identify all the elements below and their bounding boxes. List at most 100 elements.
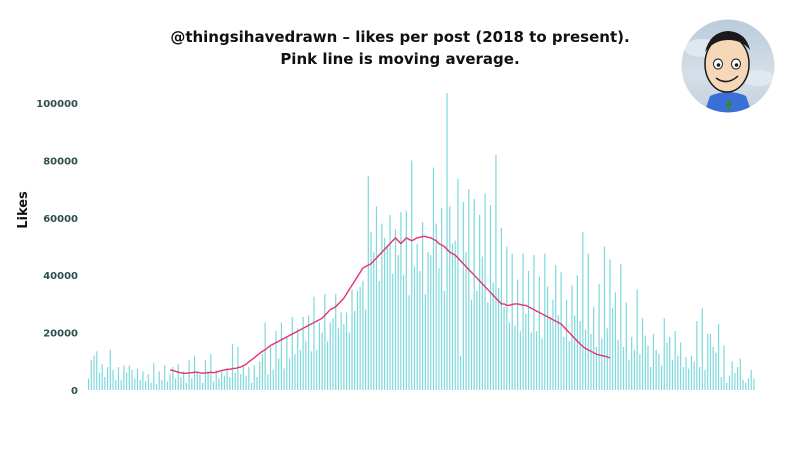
bar xyxy=(370,232,372,390)
bar xyxy=(747,378,750,390)
bar xyxy=(593,306,595,390)
y-tick-label: 80000 xyxy=(43,156,78,167)
bar xyxy=(405,210,407,391)
bar xyxy=(544,253,546,390)
bar xyxy=(652,334,655,390)
bar xyxy=(696,321,698,390)
bar xyxy=(590,334,592,390)
bar xyxy=(240,374,242,390)
bar xyxy=(736,367,739,390)
bar xyxy=(248,367,250,390)
bar xyxy=(633,349,636,390)
bar xyxy=(278,358,280,390)
bar xyxy=(641,318,644,390)
bar xyxy=(693,361,695,390)
bar xyxy=(299,349,302,390)
bar xyxy=(723,345,725,390)
bar xyxy=(530,332,532,390)
bar xyxy=(555,265,557,390)
bar xyxy=(565,299,568,390)
bar xyxy=(671,359,674,390)
bar xyxy=(98,372,101,390)
bar xyxy=(598,283,600,390)
bar xyxy=(88,378,90,390)
bar xyxy=(101,364,103,390)
bar xyxy=(316,349,318,390)
bar xyxy=(215,369,217,390)
bar xyxy=(313,296,315,390)
bar xyxy=(297,328,299,390)
bar xyxy=(587,253,589,390)
bar xyxy=(136,368,139,390)
chart-title: @thingsihavedrawn – likes per post (2018… xyxy=(150,26,650,70)
bar xyxy=(441,207,443,390)
bar xyxy=(489,204,492,390)
bar xyxy=(612,308,614,390)
bar xyxy=(595,346,598,390)
bar xyxy=(221,371,223,390)
bar xyxy=(579,321,581,390)
bar xyxy=(267,374,269,390)
avatar xyxy=(680,18,776,114)
bar xyxy=(199,374,201,390)
bar xyxy=(484,193,486,390)
bar xyxy=(261,354,264,391)
bar xyxy=(134,378,136,390)
bar xyxy=(427,252,429,390)
bar xyxy=(362,280,364,390)
bar xyxy=(291,316,293,390)
bar xyxy=(563,336,565,390)
bar xyxy=(538,276,540,390)
bar xyxy=(606,328,608,390)
bar xyxy=(506,246,508,390)
bar xyxy=(212,381,215,390)
bar xyxy=(107,367,109,390)
bar xyxy=(234,372,236,390)
bar xyxy=(739,358,741,390)
bar xyxy=(660,365,663,390)
bar xyxy=(411,160,413,390)
bar xyxy=(340,312,342,390)
bar xyxy=(286,336,288,390)
bar xyxy=(527,270,530,390)
bar xyxy=(647,345,649,390)
bar xyxy=(318,322,321,390)
bar xyxy=(226,368,228,390)
bar xyxy=(568,341,570,390)
y-tick-label: 20000 xyxy=(43,329,78,340)
bar xyxy=(394,229,397,390)
bar xyxy=(533,255,535,390)
bar xyxy=(552,299,554,390)
bar xyxy=(90,359,92,390)
bar xyxy=(644,335,646,390)
bar xyxy=(180,377,182,390)
bar xyxy=(674,331,676,390)
bar xyxy=(454,240,456,390)
bar xyxy=(367,176,369,390)
bar xyxy=(500,227,502,390)
bar xyxy=(400,212,402,390)
bar xyxy=(373,252,375,390)
bar xyxy=(204,359,206,390)
bar xyxy=(625,302,627,390)
moving-average-line xyxy=(169,235,611,375)
bar xyxy=(164,365,166,390)
bar xyxy=(449,206,451,390)
bar xyxy=(446,92,448,391)
bar xyxy=(188,359,190,390)
bar xyxy=(704,369,706,390)
bar xyxy=(397,255,399,390)
bar xyxy=(636,289,638,390)
chart-title-line-1: @thingsihavedrawn – likes per post (2018… xyxy=(170,28,630,46)
bar xyxy=(218,378,220,390)
bar xyxy=(430,255,432,390)
bar xyxy=(288,358,291,390)
bar xyxy=(158,371,160,390)
bar xyxy=(402,275,405,390)
bar xyxy=(305,341,307,390)
bar xyxy=(750,369,752,390)
bar xyxy=(682,367,684,390)
bar xyxy=(104,377,106,390)
bar xyxy=(508,322,511,390)
